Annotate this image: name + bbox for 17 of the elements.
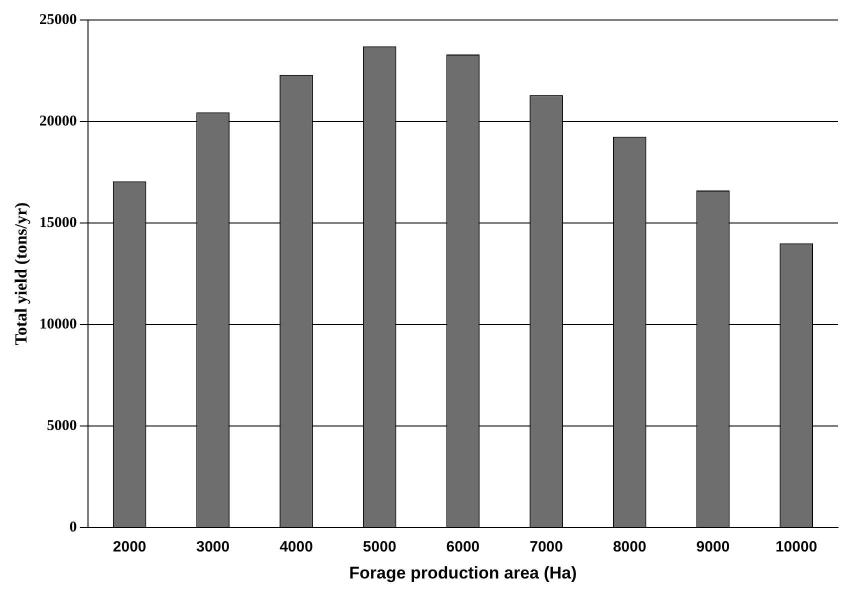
y-tick-label: 5000 [46, 418, 77, 434]
x-tick-label: 4000 [280, 538, 313, 556]
x-tick-label: 10000 [775, 538, 818, 556]
x-tick-label: 7000 [530, 538, 563, 556]
y-tick-label: 25000 [39, 12, 77, 28]
y-tick-label: 0 [69, 519, 77, 536]
y-axis-title: Total yield (tons/yr) [12, 202, 31, 346]
x-tick-label: 2000 [112, 538, 146, 556]
y-tick-label: 10000 [39, 316, 77, 332]
y-tick-label: 15000 [39, 214, 77, 231]
x-axis-title: Forage production area (Ha) [349, 563, 577, 582]
y-tick-label: 20000 [39, 113, 77, 130]
x-tick-label: 9000 [696, 538, 730, 556]
x-tick-label: 5000 [362, 538, 396, 556]
x-tick-label: 3000 [196, 538, 230, 556]
x-tick-label: 6000 [446, 538, 480, 556]
x-tick-label: 8000 [612, 538, 646, 556]
